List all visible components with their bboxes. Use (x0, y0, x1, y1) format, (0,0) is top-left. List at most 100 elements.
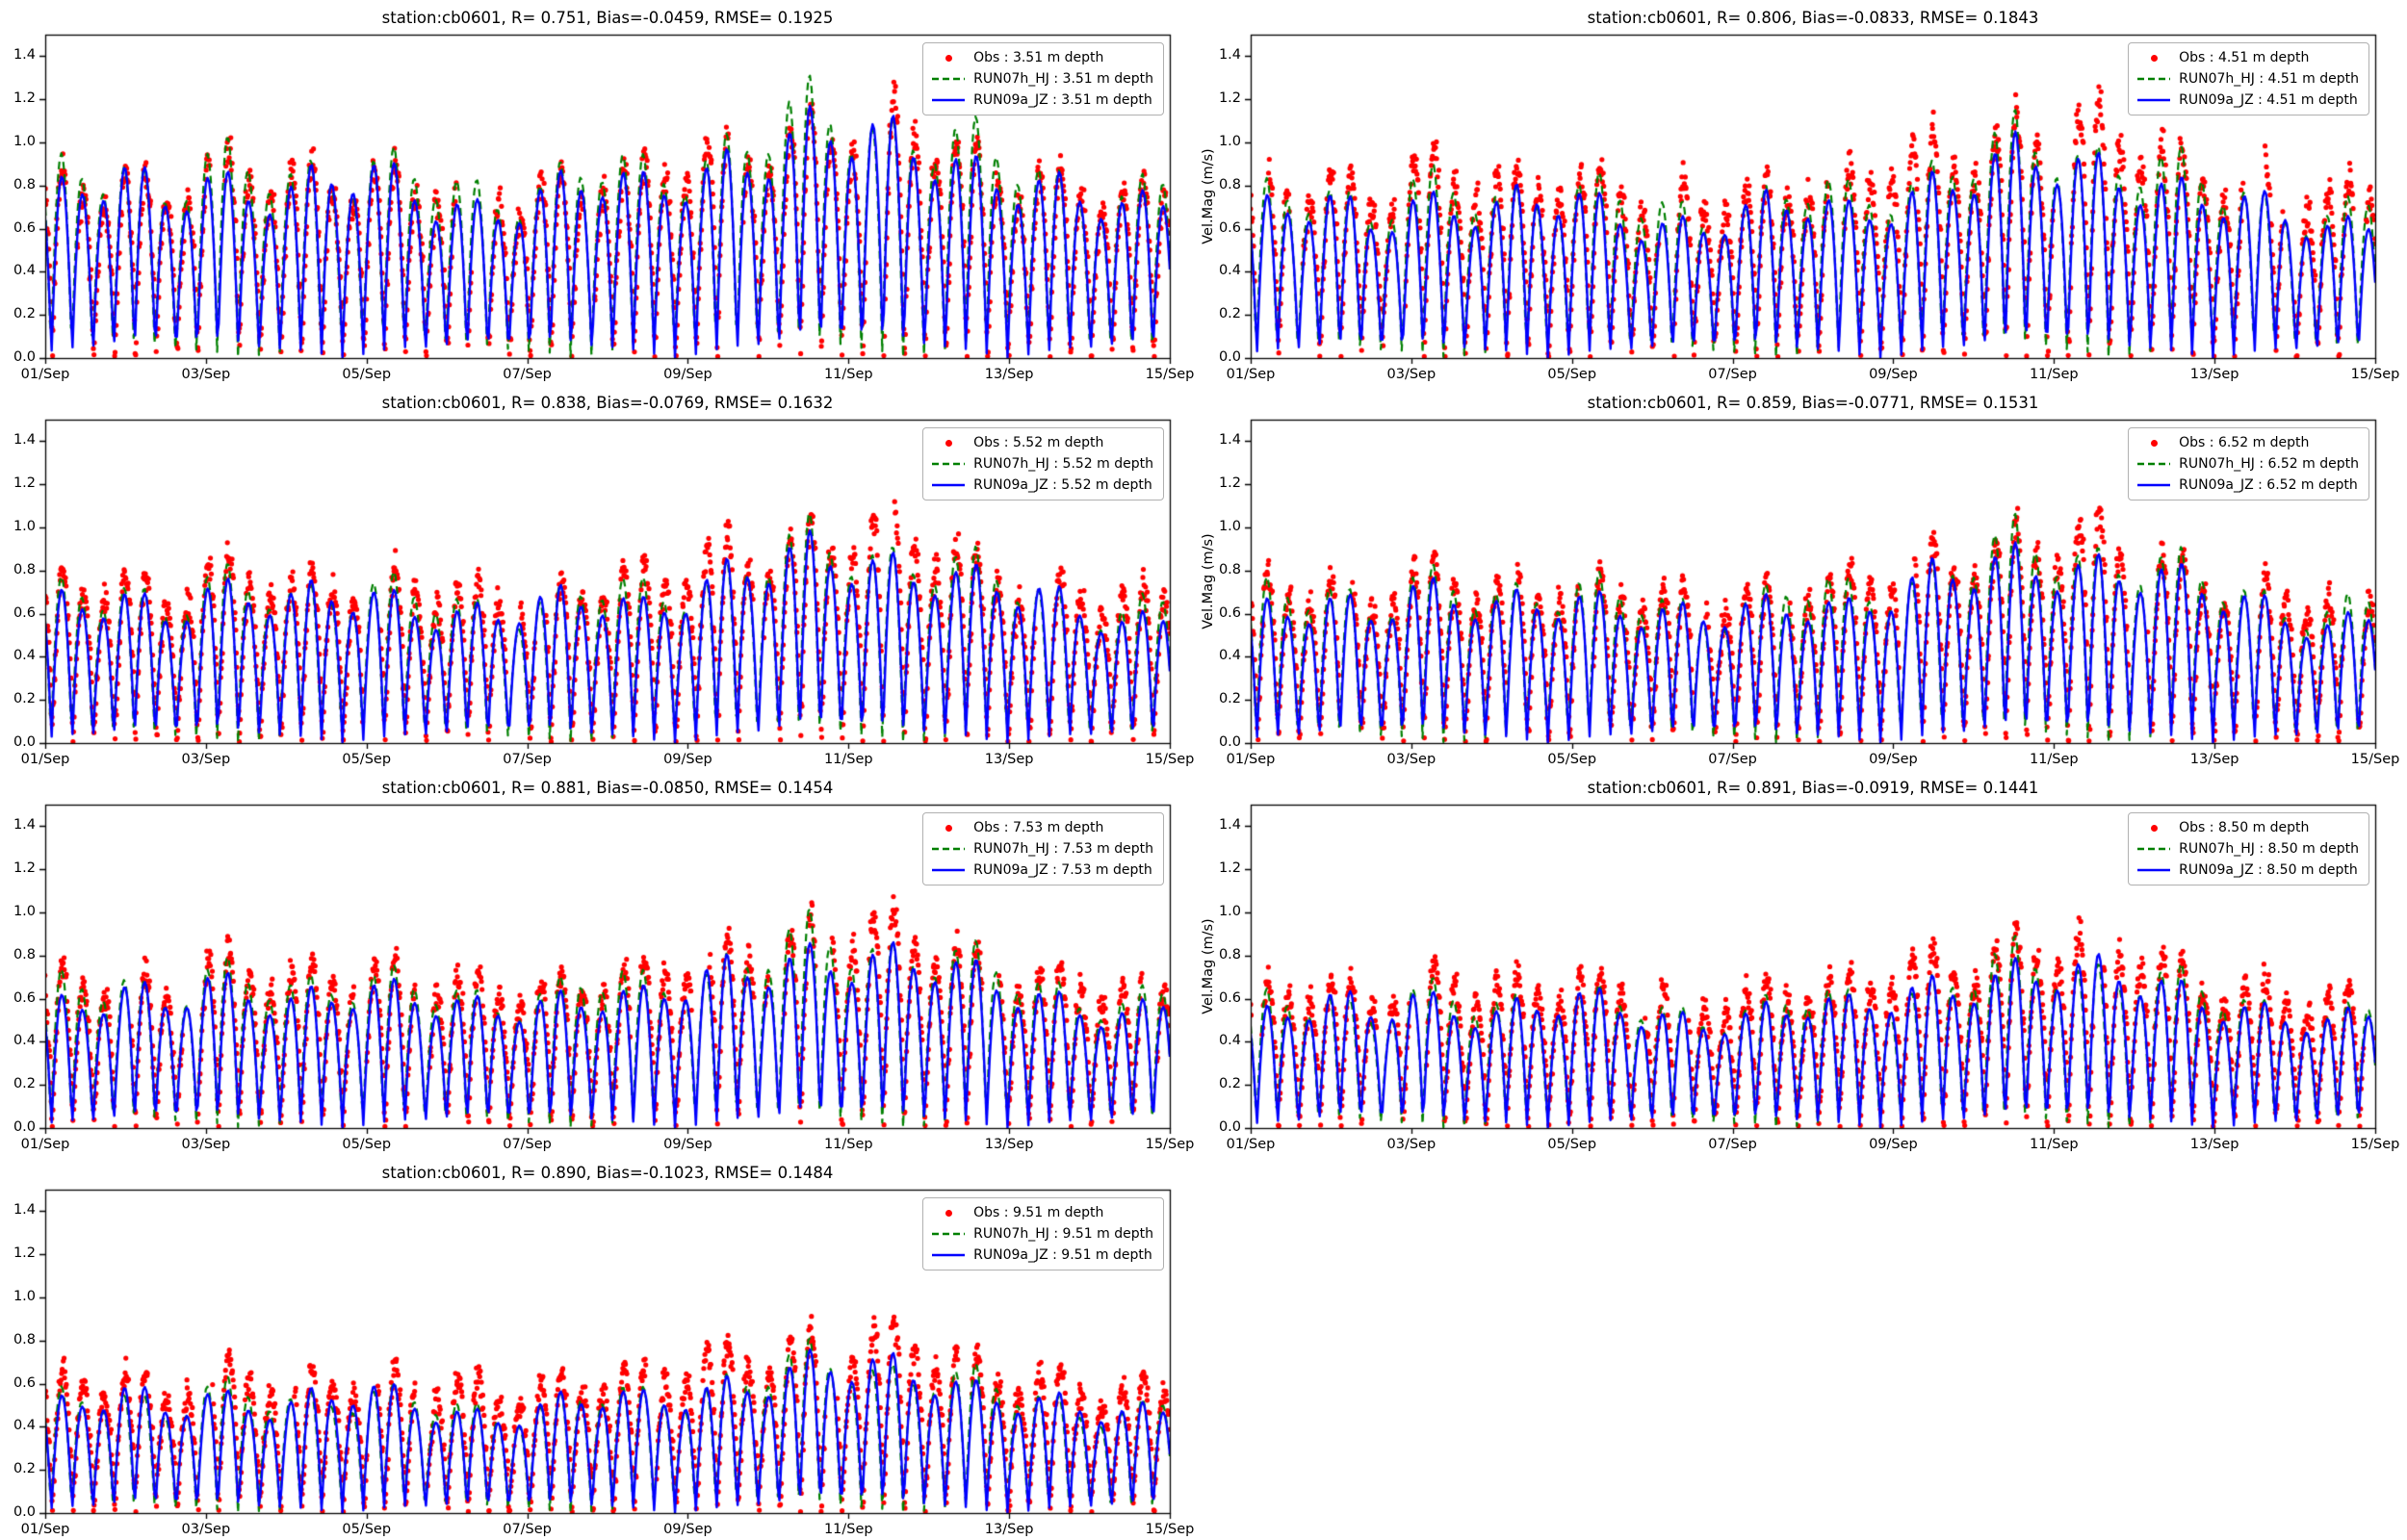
x-tick-label: 01/Sep (20, 367, 70, 382)
subplot-title: station:cb0601, R= 0.891, Bias=-0.0919, … (1587, 779, 2039, 797)
subplot-6.52m: station:cb0601, R= 0.859, Bias=-0.0771, … (1201, 385, 2407, 770)
legend: Obs : 5.52 m depth RUN07h_HJ : 5.52 m dep… (922, 427, 1164, 500)
y-tick-label: 0.2 (1218, 1076, 1241, 1092)
legend-label: RUN09a_JZ : 8.50 m depth (2179, 862, 2358, 878)
y-tick-label: 0.4 (13, 648, 36, 664)
x-tick-label: 05/Sep (1547, 1137, 1597, 1152)
y-tick-label: 0.6 (13, 1374, 36, 1391)
legend-label: RUN09a_JZ : 9.51 m depth (973, 1247, 1152, 1263)
x-tick-label: 15/Sep (1145, 367, 1195, 382)
subplot-9.51m: station:cb0601, R= 0.890, Bias=-0.1023, … (0, 1155, 1202, 1540)
subplot-4.51m: station:cb0601, R= 0.806, Bias=-0.0833, … (1201, 0, 2407, 385)
run09a-line-icon (931, 867, 966, 873)
obs-marker-icon (931, 824, 966, 832)
legend-item-obs: Obs : 4.51 m depth (2136, 47, 2359, 68)
y-tick-label: 1.4 (1218, 817, 1241, 834)
x-tick-label: 11/Sep (823, 367, 873, 382)
legend-item-run09a_jz: RUN09a_JZ : 5.52 m depth (931, 475, 1153, 496)
x-tick-label: 11/Sep (2029, 752, 2079, 767)
x-tick-label: 05/Sep (342, 752, 392, 767)
y-tick-label: 0.4 (1218, 1033, 1241, 1049)
legend-label: RUN07h_HJ : 3.51 m depth (973, 71, 1153, 87)
legend-item-run07h_hj: RUN07h_HJ : 9.51 m depth (931, 1223, 1153, 1245)
x-tick-label: 09/Sep (1869, 752, 1918, 767)
legend-item-obs: Obs : 3.51 m depth (931, 47, 1153, 68)
y-tick-label: 1.0 (1218, 134, 1241, 149)
legend-label: RUN07h_HJ : 8.50 m depth (2179, 841, 2359, 857)
x-tick-label: 07/Sep (503, 1522, 552, 1537)
legend-label: RUN09a_JZ : 6.52 m depth (2179, 477, 2358, 493)
obs-marker-icon (2136, 824, 2171, 832)
legend-label: RUN07h_HJ : 7.53 m depth (973, 841, 1153, 857)
obs-dot (945, 439, 952, 447)
subplot-title: station:cb0601, R= 0.890, Bias=-0.1023, … (381, 1164, 834, 1182)
x-tick-label: 03/Sep (1386, 752, 1436, 767)
x-tick-label: 03/Sep (181, 367, 231, 382)
legend-item-run07h_hj: RUN07h_HJ : 7.53 m depth (931, 838, 1153, 860)
x-tick-label: 07/Sep (503, 752, 552, 767)
legend-item-run09a_jz: RUN09a_JZ : 4.51 m depth (2136, 90, 2359, 111)
x-tick-label: 15/Sep (1145, 1137, 1195, 1152)
legend-label: RUN07h_HJ : 6.52 m depth (2179, 456, 2359, 472)
x-tick-label: 11/Sep (2029, 1137, 2079, 1152)
y-tick-label: 0.4 (1218, 648, 1241, 664)
legend-item-run07h_hj: RUN07h_HJ : 5.52 m depth (931, 453, 1153, 475)
x-tick-label: 07/Sep (503, 1137, 552, 1152)
obs-marker-icon (931, 54, 966, 62)
y-tick-label: 1.0 (13, 519, 36, 534)
legend-item-obs: Obs : 5.52 m depth (931, 432, 1153, 453)
x-tick-label: 09/Sep (1869, 367, 1918, 382)
y-axis-label: Vel.Mag (m/s) (1201, 148, 1216, 244)
legend-item-obs: Obs : 9.51 m depth (931, 1202, 1153, 1223)
x-tick-label: 15/Sep (2350, 1137, 2400, 1152)
y-axis-label: Vel.Mag (m/s) (1201, 533, 1216, 629)
legend-label: Obs : 7.53 m depth (973, 820, 1104, 835)
x-tick-label: 13/Sep (2189, 752, 2239, 767)
y-tick-label: 0.2 (1218, 306, 1241, 322)
y-tick-label: 1.4 (13, 432, 36, 449)
legend-label: Obs : 8.50 m depth (2179, 820, 2310, 835)
x-tick-label: 15/Sep (1145, 752, 1195, 767)
legend-item-run07h_hj: RUN07h_HJ : 3.51 m depth (931, 68, 1153, 90)
y-tick-label: 0.8 (1218, 946, 1241, 962)
x-tick-label: 13/Sep (984, 752, 1034, 767)
y-tick-label: 0.2 (13, 691, 36, 707)
y-tick-label: 1.0 (1218, 904, 1241, 919)
legend-item-run09a_jz: RUN09a_JZ : 7.53 m depth (931, 860, 1153, 881)
legend: Obs : 8.50 m depth RUN07h_HJ : 8.50 m dep… (2128, 812, 2369, 886)
legend-item-run09a_jz: RUN09a_JZ : 9.51 m depth (931, 1245, 1153, 1266)
legend-label: RUN07h_HJ : 5.52 m depth (973, 456, 1153, 472)
run09a-line-icon (931, 1252, 966, 1258)
legend-item-run07h_hj: RUN07h_HJ : 6.52 m depth (2136, 453, 2359, 475)
x-tick-label: 07/Sep (1708, 752, 1757, 767)
y-tick-label: 0.0 (1218, 349, 1241, 365)
x-tick-label: 05/Sep (1547, 752, 1597, 767)
run09a-line-icon (931, 97, 966, 103)
x-tick-label: 07/Sep (1708, 1137, 1757, 1152)
x-tick-label: 03/Sep (1386, 367, 1436, 382)
x-tick-label: 01/Sep (20, 1137, 70, 1152)
run09a-line-icon (2136, 482, 2171, 488)
legend: Obs : 6.52 m depth RUN07h_HJ : 6.52 m dep… (2128, 427, 2369, 500)
x-tick-label: 13/Sep (984, 1522, 1034, 1537)
legend-label: RUN07h_HJ : 4.51 m depth (2179, 71, 2359, 87)
y-tick-label: 1.4 (1218, 47, 1241, 64)
x-tick-label: 13/Sep (984, 367, 1034, 382)
y-tick-label: 0.2 (13, 1076, 36, 1092)
x-tick-label: 05/Sep (342, 1137, 392, 1152)
y-tick-label: 1.2 (13, 1245, 36, 1262)
subplot-5.52m: station:cb0601, R= 0.838, Bias=-0.0769, … (0, 385, 1202, 770)
legend-label: RUN07h_HJ : 9.51 m depth (973, 1226, 1153, 1242)
x-tick-label: 11/Sep (823, 752, 873, 767)
obs-dot (945, 1209, 952, 1217)
y-tick-label: 0.8 (13, 1331, 36, 1348)
y-tick-label: 0.0 (1218, 1119, 1241, 1135)
obs-marker-icon (931, 439, 966, 447)
x-tick-label: 01/Sep (1226, 1137, 1276, 1152)
y-tick-label: 1.4 (13, 47, 36, 64)
y-axis-label: Vel.Mag (m/s) (1201, 918, 1216, 1014)
y-tick-label: 0.8 (1218, 176, 1241, 192)
x-tick-label: 11/Sep (823, 1137, 873, 1152)
run09a-line-icon (2136, 867, 2171, 873)
x-tick-label: 13/Sep (2189, 367, 2239, 382)
